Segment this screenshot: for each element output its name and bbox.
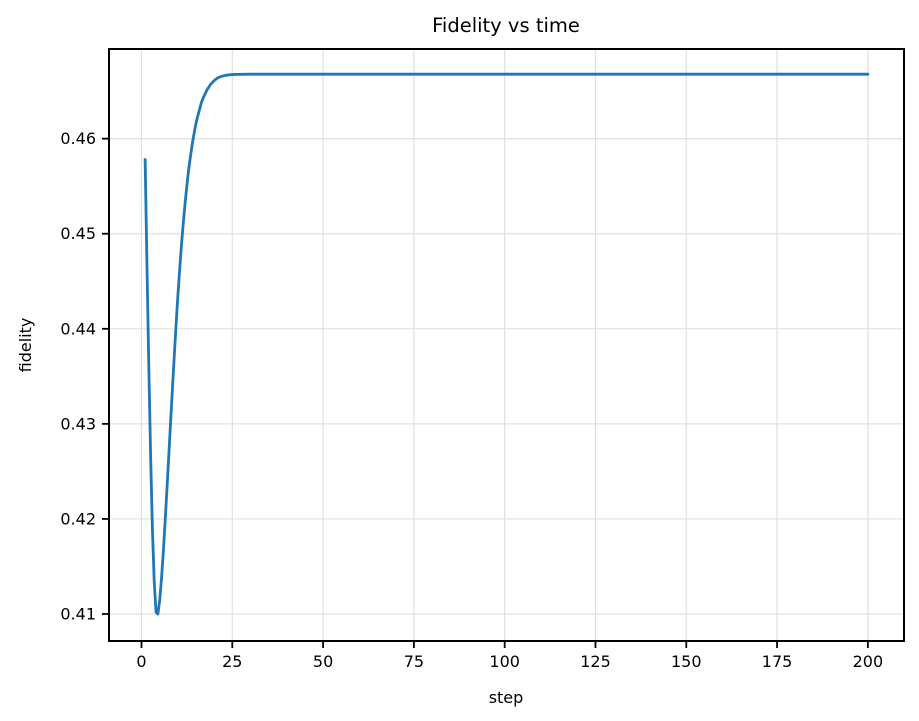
y-tick-label: 0.45: [60, 224, 96, 243]
y-axis-label: fidelity: [16, 318, 35, 373]
x-tick-label: 200: [853, 652, 884, 671]
x-tick-label: 100: [489, 652, 520, 671]
x-tick-label: 50: [313, 652, 333, 671]
grid-layer: [109, 49, 904, 641]
x-tick-label: 75: [404, 652, 424, 671]
x-axis-label: step: [489, 688, 524, 707]
y-tick-label: 0.42: [60, 509, 96, 528]
y-tick-label: 0.43: [60, 414, 96, 433]
x-tick-label: 150: [671, 652, 702, 671]
y-tick-label: 0.41: [60, 605, 96, 624]
x-tick-label: 125: [580, 652, 611, 671]
tick-label-layer: 0 25 50 75 100 125 150 175 200 0.41 0.42 0.43 0.44 0.…: [60, 129, 883, 671]
x-tick-label: 0: [136, 652, 146, 671]
fidelity-line-series: [143, 72, 870, 616]
chart-title: Fidelity vs time: [432, 14, 580, 37]
plot-border: [108, 48, 905, 642]
tick-layer: [102, 137, 869, 648]
x-tick-label: 25: [222, 652, 242, 671]
y-tick-label: 0.46: [60, 129, 96, 148]
y-tick-label: 0.44: [60, 319, 96, 338]
x-tick-label: 175: [762, 652, 793, 671]
